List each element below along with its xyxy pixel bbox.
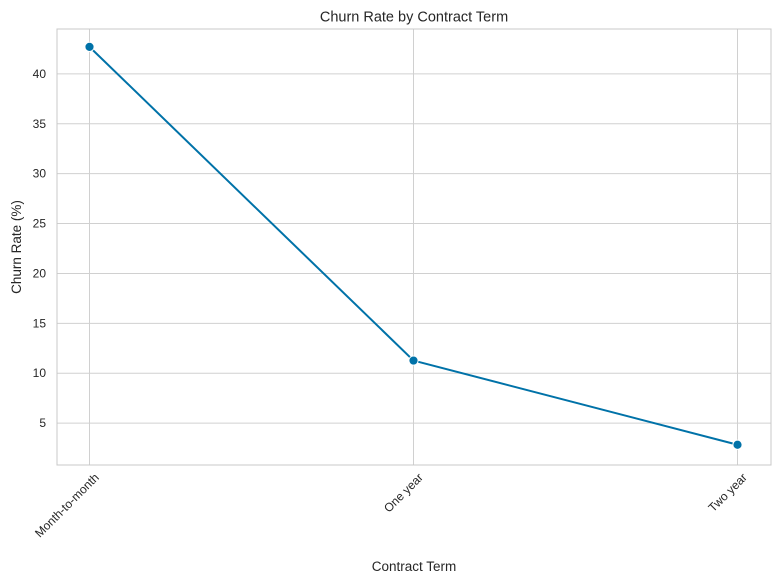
y-tick-label: 30: [33, 167, 47, 181]
data-point: [408, 355, 419, 366]
y-axis-label: Churn Rate (%): [9, 200, 24, 294]
y-tick-label: 35: [33, 117, 47, 131]
y-tick-label: 10: [33, 366, 47, 380]
y-tick-label: 40: [33, 67, 47, 81]
y-tick-layer: 5 10 15 20 25 30 35 40: [33, 67, 47, 430]
plot-frame: [56, 28, 772, 466]
data-point: [84, 41, 95, 52]
x-axis-label: Contract Term: [372, 559, 457, 574]
y-tick-label: 15: [33, 316, 47, 330]
y-tick-label: 20: [33, 266, 47, 280]
chart-title: Churn Rate by Contract Term: [320, 10, 508, 26]
data-point: [732, 439, 743, 450]
grid-layer: [57, 29, 771, 465]
series-layer: [84, 41, 743, 450]
y-tick-label: 25: [33, 217, 47, 231]
y-tick-label: 5: [39, 416, 46, 430]
